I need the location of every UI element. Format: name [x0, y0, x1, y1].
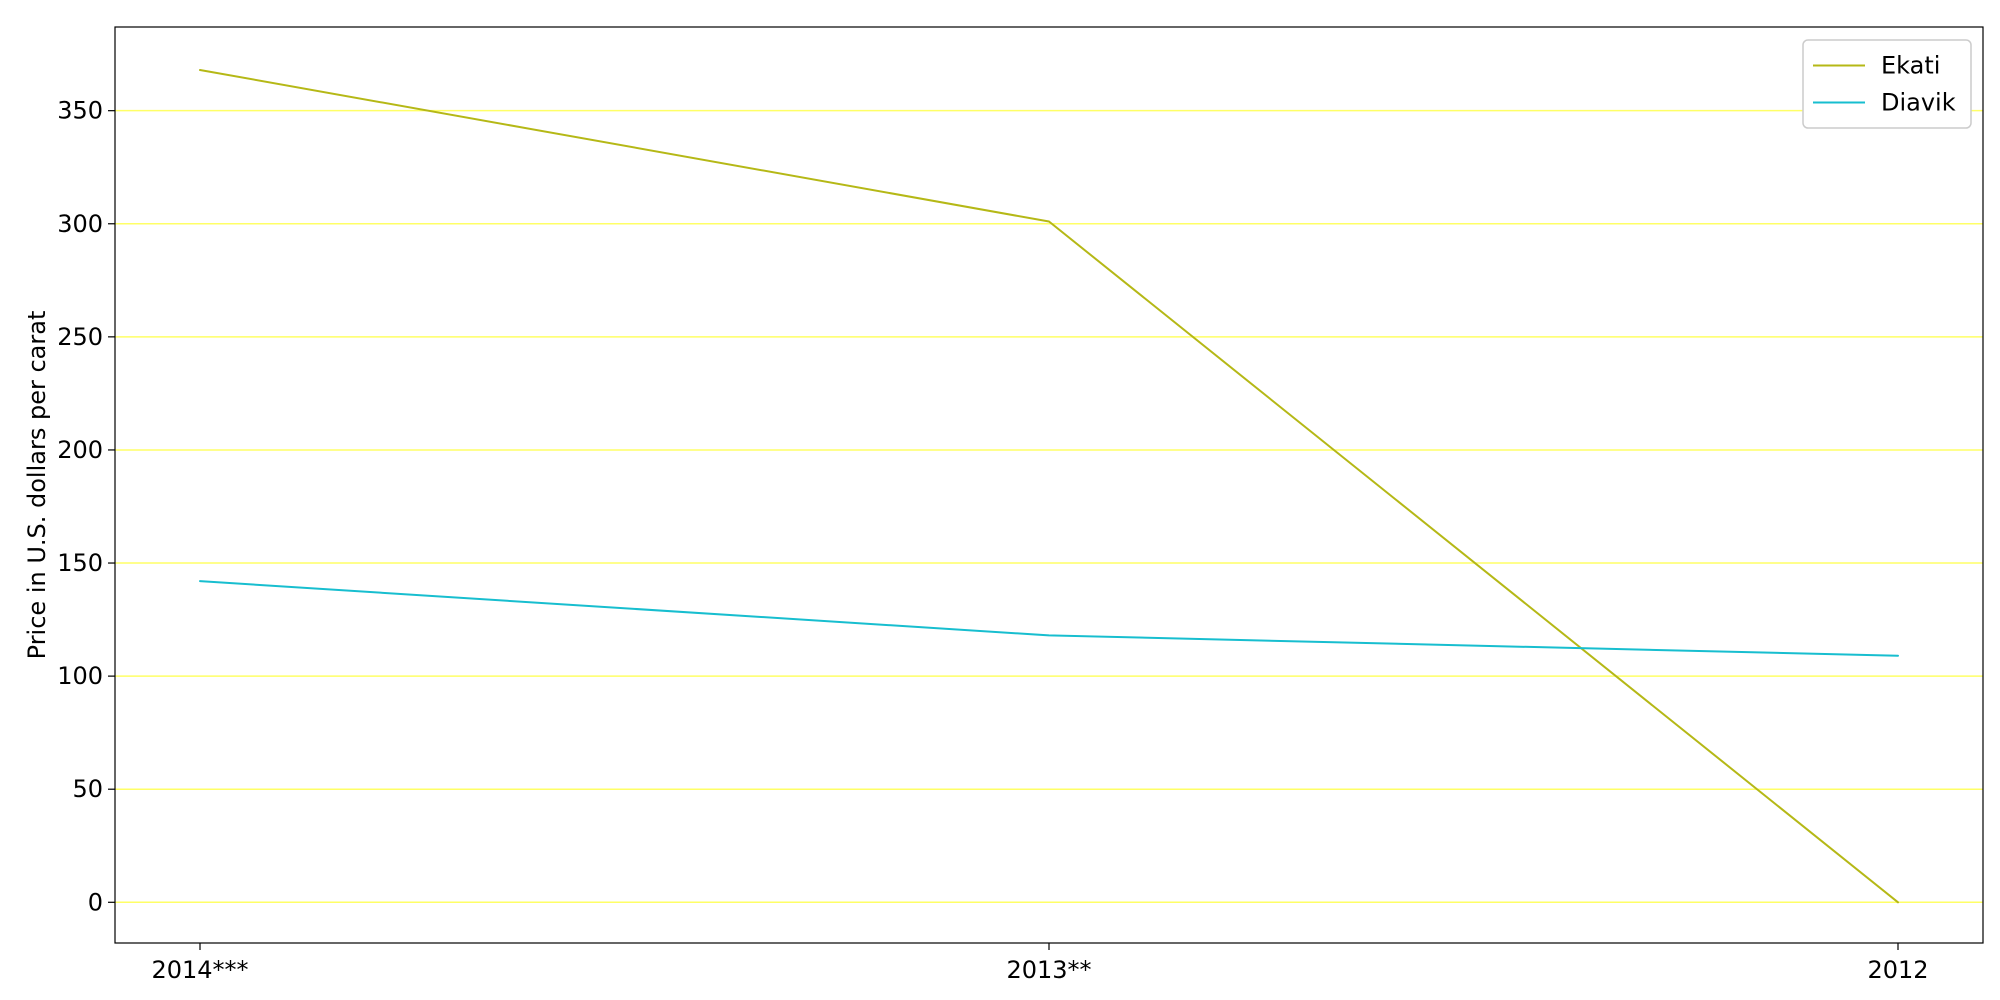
y-tick-label: 100 — [57, 662, 103, 690]
y-axis: 0 50 100 150 200 250 300 350 — [57, 97, 115, 916]
y-tick-label: 0 — [88, 888, 103, 916]
legend-items: Ekati Diavik — [1813, 52, 1956, 117]
series-lines — [199, 68, 1899, 904]
y-tick-label: 200 — [57, 436, 103, 464]
x-tick-label: 2013** — [1006, 956, 1091, 984]
series-line-ekati — [199, 68, 1899, 904]
plot-frame — [114, 26, 1984, 944]
legend-box — [1802, 39, 1972, 129]
legend-label: Diavik — [1881, 89, 1956, 117]
y-tick-label: 50 — [72, 775, 103, 803]
y-axis-title: Price in U.S. dollars per carat — [23, 311, 51, 660]
y-tick-label: 250 — [57, 323, 103, 351]
x-tick-label: 2014*** — [151, 956, 248, 984]
legend-label: Ekati — [1881, 52, 1940, 80]
y-tick-label: 350 — [57, 97, 103, 125]
x-tick-label: 2012 — [1867, 956, 1928, 984]
x-axis: 2014*** 2013** 2012 — [151, 943, 1929, 984]
y-tick-label: 300 — [57, 210, 103, 238]
gridlines — [115, 109, 1983, 904]
series-line-diavik — [199, 580, 1899, 657]
legend: Ekati Diavik — [1802, 39, 1972, 129]
y-tick-label: 150 — [57, 549, 103, 577]
